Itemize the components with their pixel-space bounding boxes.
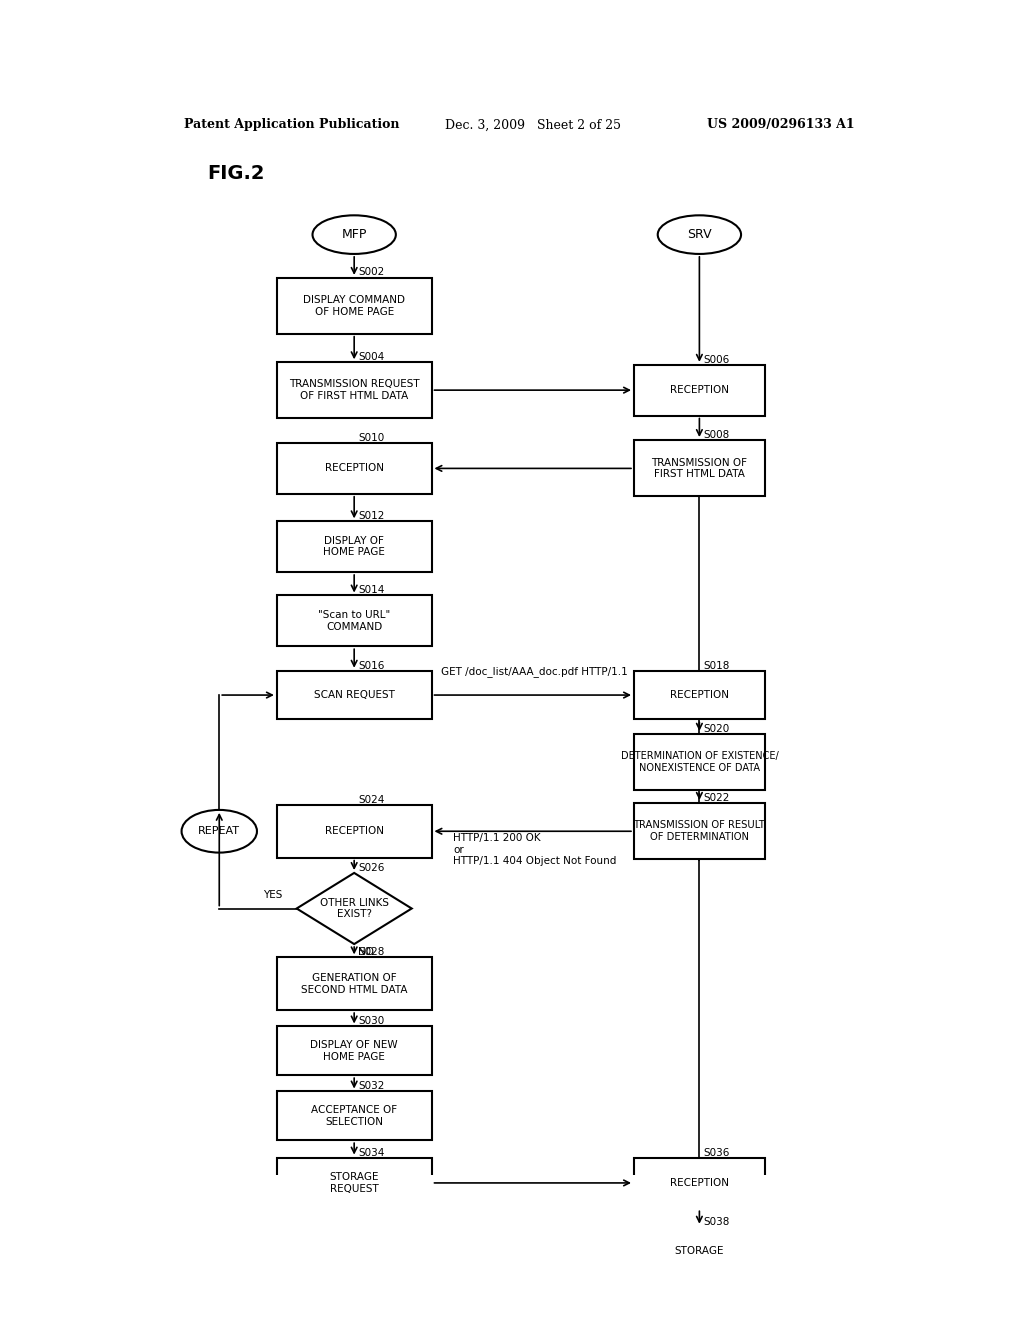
Text: S024: S024	[358, 795, 385, 805]
Text: DISPLAY OF
HOME PAGE: DISPLAY OF HOME PAGE	[324, 536, 385, 557]
Text: S002: S002	[358, 268, 384, 277]
Text: RECEPTION: RECEPTION	[670, 690, 729, 700]
Text: TRANSMISSION OF RESULT
OF DETERMINATION: TRANSMISSION OF RESULT OF DETERMINATION	[634, 821, 765, 842]
Text: S004: S004	[358, 351, 384, 362]
Text: SRV: SRV	[687, 228, 712, 242]
Text: RECEPTION: RECEPTION	[670, 385, 729, 395]
FancyBboxPatch shape	[276, 805, 431, 858]
Text: S036: S036	[703, 1147, 730, 1158]
Text: S008: S008	[703, 430, 730, 440]
FancyBboxPatch shape	[634, 804, 765, 859]
Ellipse shape	[312, 215, 396, 253]
Text: RECEPTION: RECEPTION	[325, 826, 384, 837]
FancyBboxPatch shape	[276, 521, 431, 572]
Text: HTTP/1.1 200 OK
or
HTTP/1.1 404 Object Not Found: HTTP/1.1 200 OK or HTTP/1.1 404 Object N…	[454, 833, 616, 866]
Ellipse shape	[181, 810, 257, 853]
FancyBboxPatch shape	[276, 595, 431, 647]
Text: DISPLAY COMMAND
OF HOME PAGE: DISPLAY COMMAND OF HOME PAGE	[303, 294, 406, 317]
Text: S022: S022	[703, 793, 730, 803]
Text: DISPLAY OF NEW
HOME PAGE: DISPLAY OF NEW HOME PAGE	[310, 1040, 398, 1061]
Text: Patent Application Publication: Patent Application Publication	[183, 119, 399, 132]
Text: S016: S016	[358, 661, 385, 671]
FancyBboxPatch shape	[276, 1027, 431, 1076]
FancyBboxPatch shape	[276, 362, 431, 418]
Text: S010: S010	[358, 433, 384, 444]
Text: YES: YES	[263, 891, 283, 900]
Text: NO: NO	[358, 948, 374, 957]
FancyBboxPatch shape	[634, 734, 765, 791]
FancyBboxPatch shape	[276, 1158, 431, 1208]
Text: GENERATION OF
SECOND HTML DATA: GENERATION OF SECOND HTML DATA	[301, 973, 408, 994]
Text: RECEPTION: RECEPTION	[325, 463, 384, 474]
Text: MFP: MFP	[341, 228, 367, 242]
Text: S014: S014	[358, 586, 385, 595]
Text: S012: S012	[358, 511, 385, 521]
Text: REPEAT: REPEAT	[199, 826, 241, 837]
FancyBboxPatch shape	[276, 957, 431, 1010]
FancyBboxPatch shape	[276, 671, 431, 719]
FancyBboxPatch shape	[634, 1158, 765, 1208]
Text: S020: S020	[703, 723, 730, 734]
Text: S018: S018	[703, 661, 730, 671]
Text: S038: S038	[703, 1217, 730, 1226]
Text: S034: S034	[358, 1147, 385, 1158]
FancyBboxPatch shape	[634, 441, 765, 496]
Text: STORAGE: STORAGE	[675, 1246, 724, 1257]
Text: TRANSMISSION REQUEST
OF FIRST HTML DATA: TRANSMISSION REQUEST OF FIRST HTML DATA	[289, 379, 420, 401]
FancyBboxPatch shape	[634, 1226, 765, 1275]
Polygon shape	[297, 873, 412, 944]
Text: ACCEPTANCE OF
SELECTION: ACCEPTANCE OF SELECTION	[311, 1105, 397, 1127]
Text: OTHER LINKS
EXIST?: OTHER LINKS EXIST?	[319, 898, 389, 919]
Text: STORAGE
REQUEST: STORAGE REQUEST	[330, 1172, 379, 1193]
FancyBboxPatch shape	[634, 364, 765, 416]
FancyBboxPatch shape	[276, 277, 431, 334]
Ellipse shape	[657, 215, 741, 253]
FancyBboxPatch shape	[276, 444, 431, 494]
Text: S032: S032	[358, 1081, 385, 1092]
Text: RECEPTION: RECEPTION	[670, 1177, 729, 1188]
Text: "Scan to URL"
COMMAND: "Scan to URL" COMMAND	[318, 610, 390, 632]
Text: SCAN REQUEST: SCAN REQUEST	[313, 690, 394, 700]
Text: S026: S026	[358, 863, 385, 873]
Text: S030: S030	[358, 1016, 384, 1027]
Text: S028: S028	[358, 948, 385, 957]
Text: S006: S006	[703, 355, 730, 364]
Text: DETERMINATION OF EXISTENCE/
NONEXISTENCE OF DATA: DETERMINATION OF EXISTENCE/ NONEXISTENCE…	[621, 751, 778, 774]
Text: US 2009/0296133 A1: US 2009/0296133 A1	[708, 119, 855, 132]
FancyBboxPatch shape	[634, 671, 765, 719]
Text: Dec. 3, 2009   Sheet 2 of 25: Dec. 3, 2009 Sheet 2 of 25	[445, 119, 622, 132]
Text: FIG.2: FIG.2	[207, 164, 265, 183]
Text: GET /doc_list/AAA_doc.pdf HTTP/1.1: GET /doc_list/AAA_doc.pdf HTTP/1.1	[441, 665, 628, 677]
Text: TRANSMISSION OF
FIRST HTML DATA: TRANSMISSION OF FIRST HTML DATA	[651, 458, 748, 479]
FancyBboxPatch shape	[276, 1092, 431, 1140]
